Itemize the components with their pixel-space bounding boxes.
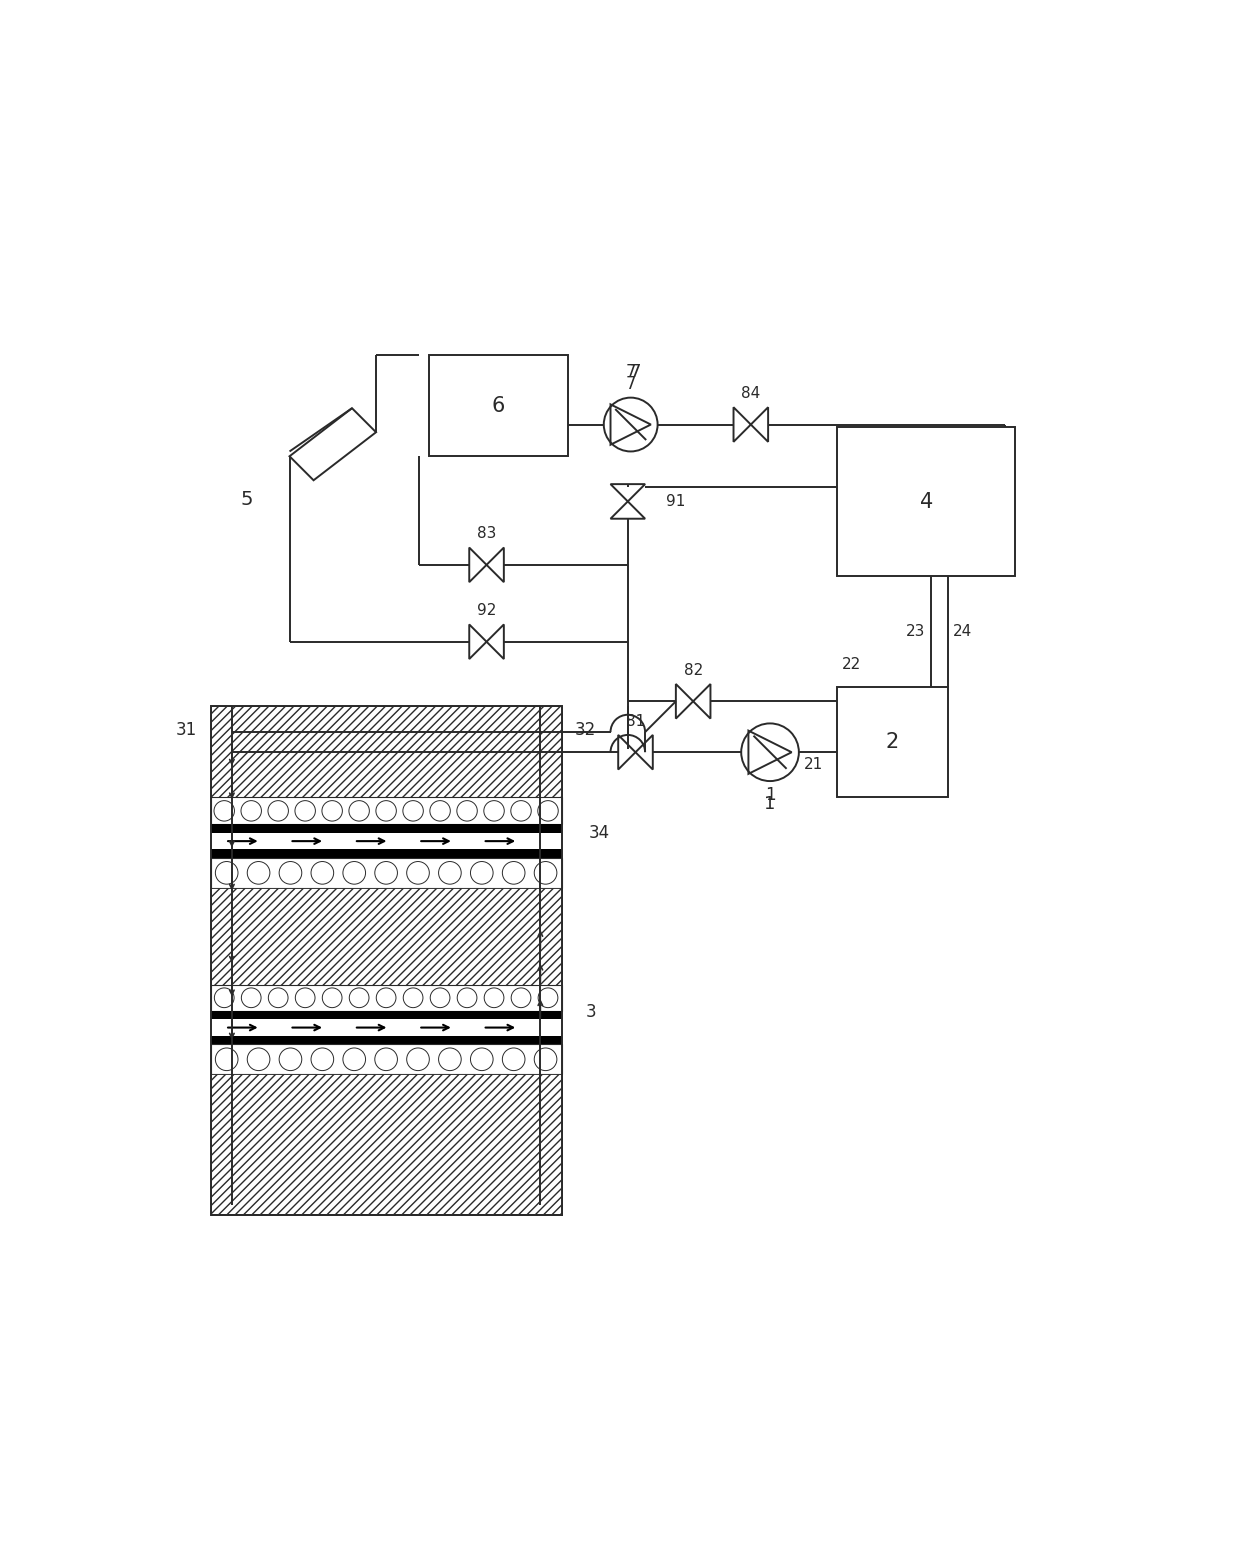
- Text: 34: 34: [589, 824, 610, 842]
- Bar: [211, 858, 562, 888]
- Text: 23: 23: [906, 624, 926, 640]
- Text: 5: 5: [241, 490, 253, 509]
- Bar: [211, 1011, 562, 1019]
- Bar: [211, 707, 562, 1215]
- Text: 22: 22: [842, 657, 862, 672]
- Bar: [211, 1036, 562, 1044]
- Bar: [429, 356, 568, 456]
- Text: 31: 31: [176, 721, 197, 739]
- Text: 24: 24: [952, 624, 972, 640]
- Text: 83: 83: [477, 526, 496, 541]
- Bar: [211, 707, 562, 797]
- Bar: [211, 849, 562, 858]
- Text: 84: 84: [742, 385, 760, 401]
- Text: 91: 91: [666, 495, 686, 509]
- Text: 2: 2: [885, 732, 899, 752]
- Text: 32: 32: [575, 721, 596, 739]
- Text: 3: 3: [585, 1003, 596, 1020]
- Text: 92: 92: [477, 604, 496, 618]
- Bar: [211, 797, 562, 824]
- Text: 1: 1: [765, 786, 775, 805]
- Bar: [837, 427, 1016, 576]
- Bar: [211, 1075, 562, 1215]
- Text: 21: 21: [804, 757, 823, 772]
- Text: 82: 82: [683, 663, 703, 677]
- Text: 7: 7: [625, 376, 636, 393]
- Bar: [211, 833, 562, 849]
- Text: 7: 7: [630, 363, 641, 382]
- Bar: [211, 824, 562, 833]
- Bar: [211, 984, 562, 1011]
- Bar: [837, 686, 947, 797]
- Bar: [211, 1019, 562, 1036]
- Text: 7: 7: [625, 363, 636, 382]
- Bar: [211, 888, 562, 984]
- Text: 1: 1: [764, 796, 776, 813]
- Text: 81: 81: [626, 713, 645, 729]
- Bar: [211, 1044, 562, 1075]
- Text: 6: 6: [492, 396, 505, 417]
- Text: 4: 4: [920, 491, 932, 512]
